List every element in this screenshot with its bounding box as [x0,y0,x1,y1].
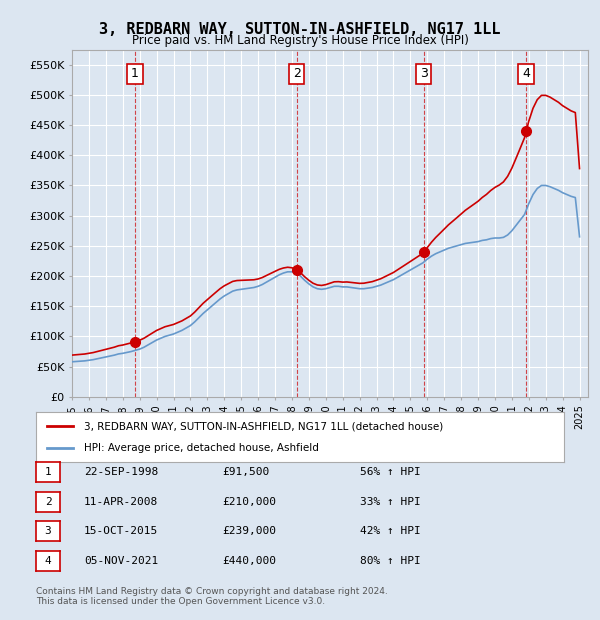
Text: 1: 1 [131,68,139,81]
Text: 56% ↑ HPI: 56% ↑ HPI [360,467,421,477]
Text: 80% ↑ HPI: 80% ↑ HPI [360,556,421,566]
Text: 4: 4 [522,68,530,81]
Text: 33% ↑ HPI: 33% ↑ HPI [360,497,421,507]
Text: £239,000: £239,000 [222,526,276,536]
Text: 11-APR-2008: 11-APR-2008 [84,497,158,507]
Text: 15-OCT-2015: 15-OCT-2015 [84,526,158,536]
Text: 05-NOV-2021: 05-NOV-2021 [84,556,158,566]
Text: £91,500: £91,500 [222,467,269,477]
Text: HPI: Average price, detached house, Ashfield: HPI: Average price, detached house, Ashf… [83,443,319,453]
Text: 3: 3 [420,68,428,81]
Text: £440,000: £440,000 [222,556,276,566]
Text: 22-SEP-1998: 22-SEP-1998 [84,467,158,477]
Text: 3, REDBARN WAY, SUTTON-IN-ASHFIELD, NG17 1LL: 3, REDBARN WAY, SUTTON-IN-ASHFIELD, NG17… [99,22,501,37]
Text: 3: 3 [44,526,52,536]
Text: 42% ↑ HPI: 42% ↑ HPI [360,526,421,536]
Text: 4: 4 [44,556,52,566]
Text: 3, REDBARN WAY, SUTTON-IN-ASHFIELD, NG17 1LL (detached house): 3, REDBARN WAY, SUTTON-IN-ASHFIELD, NG17… [83,421,443,431]
Text: Contains HM Land Registry data © Crown copyright and database right 2024.
This d: Contains HM Land Registry data © Crown c… [36,587,388,606]
Text: 2: 2 [44,497,52,507]
Text: £210,000: £210,000 [222,497,276,507]
Text: 1: 1 [44,467,52,477]
Text: Price paid vs. HM Land Registry's House Price Index (HPI): Price paid vs. HM Land Registry's House … [131,34,469,47]
Text: 2: 2 [293,68,301,81]
